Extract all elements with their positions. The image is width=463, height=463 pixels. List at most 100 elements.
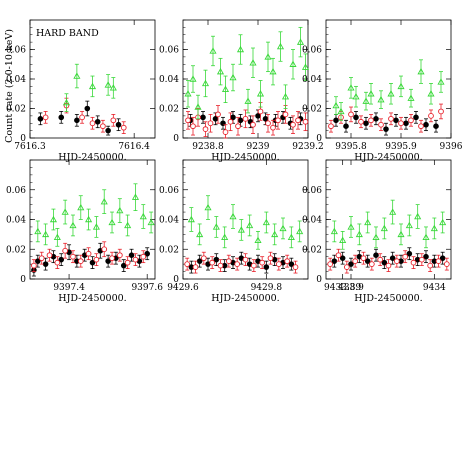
data-point xyxy=(250,121,256,128)
data-point xyxy=(196,230,204,238)
data-point xyxy=(194,103,202,110)
x-tick-label: 9429.6 xyxy=(167,283,199,293)
data-point xyxy=(377,256,384,263)
data-point xyxy=(202,126,209,132)
y-tick-label: 0.06 xyxy=(302,46,322,56)
data-point xyxy=(265,120,271,127)
data-point xyxy=(296,38,305,45)
data-point xyxy=(209,47,217,54)
data-point xyxy=(385,262,392,269)
data-point xyxy=(358,118,364,125)
data-point xyxy=(302,118,309,125)
data-point xyxy=(331,258,338,264)
data-point xyxy=(301,63,310,70)
y-tick-label: 0.02 xyxy=(6,105,26,115)
data-point xyxy=(367,90,375,97)
data-point xyxy=(327,261,334,267)
data-point xyxy=(368,261,375,267)
data-point xyxy=(227,118,234,125)
data-point xyxy=(242,115,249,122)
x-tick-label: 9238.8 xyxy=(192,142,224,152)
data-point xyxy=(54,259,61,266)
data-point xyxy=(93,256,100,263)
data-point xyxy=(257,108,264,115)
data-point xyxy=(116,206,124,214)
data-point xyxy=(380,224,388,232)
series-red xyxy=(328,103,444,133)
x-tick-label: 9429.8 xyxy=(251,283,283,293)
data-point xyxy=(279,224,287,232)
data-point xyxy=(212,116,219,122)
data-point xyxy=(105,127,111,134)
data-point xyxy=(234,261,241,267)
data-point xyxy=(229,212,237,220)
data-point xyxy=(296,227,304,235)
data-point xyxy=(393,117,399,124)
data-point xyxy=(110,117,117,124)
data-point xyxy=(407,94,415,101)
data-point xyxy=(264,53,272,60)
data-point xyxy=(408,117,414,124)
data-point xyxy=(46,252,53,259)
data-point xyxy=(58,256,65,263)
x-axis-label: HJD-2450000. xyxy=(211,293,279,304)
y-tick-label: 0.06 xyxy=(159,186,179,196)
data-point xyxy=(215,111,221,118)
data-point xyxy=(256,90,265,97)
data-point xyxy=(373,252,379,258)
data-point xyxy=(184,261,191,267)
data-point xyxy=(221,85,230,93)
y-tick-label: 0.02 xyxy=(302,245,322,255)
data-point xyxy=(212,223,220,230)
data-point xyxy=(236,45,245,53)
data-point xyxy=(333,117,339,124)
data-point xyxy=(89,259,96,266)
data-point xyxy=(37,116,44,122)
data-point xyxy=(427,262,434,269)
data-point xyxy=(237,226,245,233)
series-red xyxy=(327,248,450,274)
data-point xyxy=(289,60,297,67)
data-point xyxy=(332,101,340,109)
data-point xyxy=(132,256,139,263)
data-point xyxy=(348,261,354,267)
data-point xyxy=(377,95,385,103)
data-point xyxy=(100,197,108,205)
data-point xyxy=(62,98,71,106)
x-tick-label: 9396 xyxy=(440,142,463,152)
panel-row1-col3: 0 0.02 0.04 0.06 9395.8 9395.9 9396 HJD-2450000… xyxy=(302,19,463,163)
data-point xyxy=(74,117,80,124)
data-point xyxy=(53,233,61,241)
data-point xyxy=(101,246,108,253)
data-point xyxy=(423,121,429,128)
data-point xyxy=(128,252,135,258)
data-point xyxy=(435,258,442,265)
data-point xyxy=(270,124,276,131)
data-point xyxy=(187,215,195,223)
data-point xyxy=(439,255,446,261)
band-annotation: HARD BAND xyxy=(36,28,99,39)
x-tick-label: 9397.6 xyxy=(131,283,163,293)
data-point xyxy=(237,117,244,124)
series-red xyxy=(42,97,127,134)
data-point xyxy=(410,259,417,266)
data-point xyxy=(209,259,216,266)
data-point xyxy=(343,123,349,129)
data-point xyxy=(147,218,155,226)
data-point xyxy=(383,126,389,132)
y-tick-label: 0.02 xyxy=(159,105,179,115)
data-point xyxy=(144,250,150,257)
data-point xyxy=(343,264,350,270)
data-point xyxy=(368,117,374,124)
data-point xyxy=(414,212,422,220)
x-tick-label: 9239.2 xyxy=(292,142,324,152)
data-point xyxy=(290,121,296,128)
data-point xyxy=(61,208,69,215)
data-point xyxy=(288,261,295,267)
data-point xyxy=(355,230,363,238)
x-axis-label: HJD-2450000. xyxy=(58,293,126,304)
x-tick-label: 9395.9 xyxy=(385,142,417,152)
data-point xyxy=(271,230,279,238)
series-green xyxy=(62,63,117,112)
